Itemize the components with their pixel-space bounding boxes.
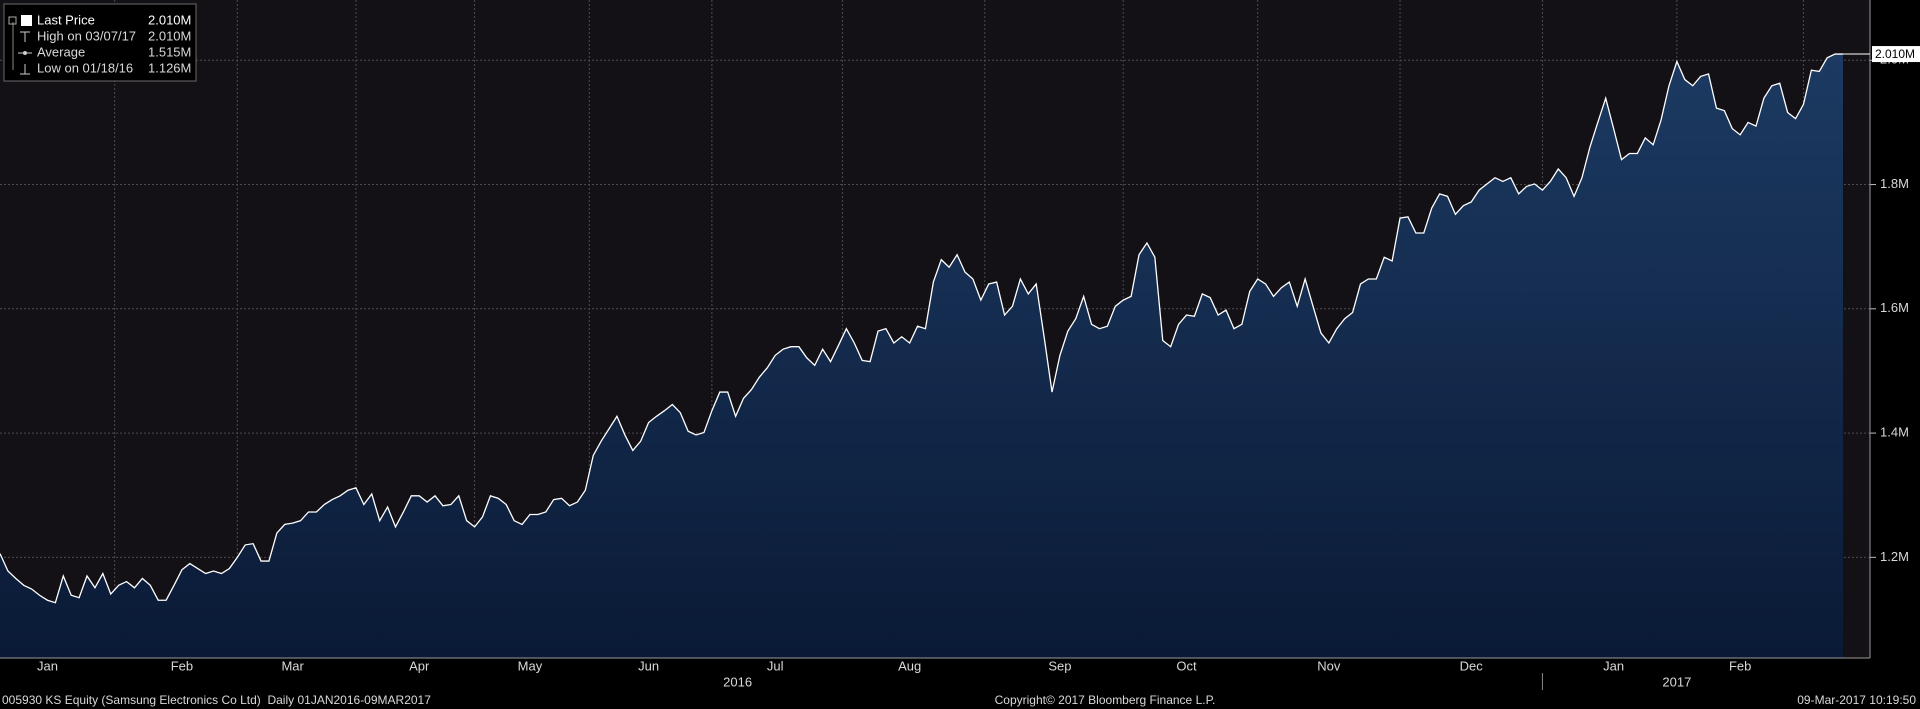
legend-icon: [20, 64, 30, 75]
x-tick-label: Oct: [1176, 658, 1197, 673]
footer-right: 09-Mar-2017 10:19:50: [1797, 693, 1916, 707]
legend-label: Last Price: [37, 12, 95, 27]
legend-value: 2.010M: [148, 12, 191, 27]
legend-value: 1.126M: [148, 60, 191, 75]
x-tick-label: Sep: [1048, 658, 1071, 673]
x-tick-label: Jan: [37, 658, 58, 673]
y-tick-label: 1.6M: [1880, 300, 1909, 315]
last-price-tag: [1872, 46, 1920, 63]
y-tick-label: 1.8M: [1880, 176, 1909, 191]
x-group-label: 2016: [723, 674, 752, 689]
y-tick-label: 1.2M: [1880, 549, 1909, 564]
footer-left: 005930 KS Equity (Samsung Electronics Co…: [2, 693, 431, 707]
x-tick-label: Apr: [409, 658, 430, 673]
legend-icon: [8, 16, 17, 25]
legend-label: Average: [37, 44, 85, 59]
x-tick-label: Mar: [281, 658, 304, 673]
x-tick-label: Feb: [171, 658, 193, 673]
axes: 1.2M1.4M1.6M1.8M2.0MJanFebMarAprMayJunJu…: [0, 0, 1920, 690]
area: [0, 54, 1843, 659]
legend-value: 2.010M: [148, 28, 191, 43]
footer-center: Copyright© 2017 Bloomberg Finance L.P.: [995, 693, 1216, 707]
x-tick-label: Aug: [898, 658, 921, 673]
legend-icon: [23, 51, 27, 55]
x-group-label: 2017: [1662, 674, 1691, 689]
legend: Last Price 2.010M High on 03/07/17 2.010M Av…: [3, 3, 197, 82]
x-tick-label: Jul: [767, 658, 784, 673]
last-price-label: 2.010M: [1875, 47, 1915, 61]
legend-box: [3, 3, 197, 82]
x-tick-label: Dec: [1460, 658, 1484, 673]
legend-label: Low on 01/18/16: [37, 60, 133, 75]
marks: [0, 53, 1843, 659]
legend-icon: [21, 15, 32, 26]
x-tick-label: Jan: [1603, 658, 1624, 673]
line: [0, 53, 1843, 604]
legend-value: 1.515M: [148, 44, 191, 59]
x-tick-label: Jun: [638, 658, 659, 673]
x-tick-label: Nov: [1317, 658, 1341, 673]
legend-icon: [20, 31, 30, 42]
x-tick-label: May: [518, 658, 543, 673]
legend-label: High on 03/07/17: [37, 28, 136, 43]
y-tick-label: 1.4M: [1880, 425, 1909, 440]
x-tick-label: Feb: [1729, 658, 1751, 673]
